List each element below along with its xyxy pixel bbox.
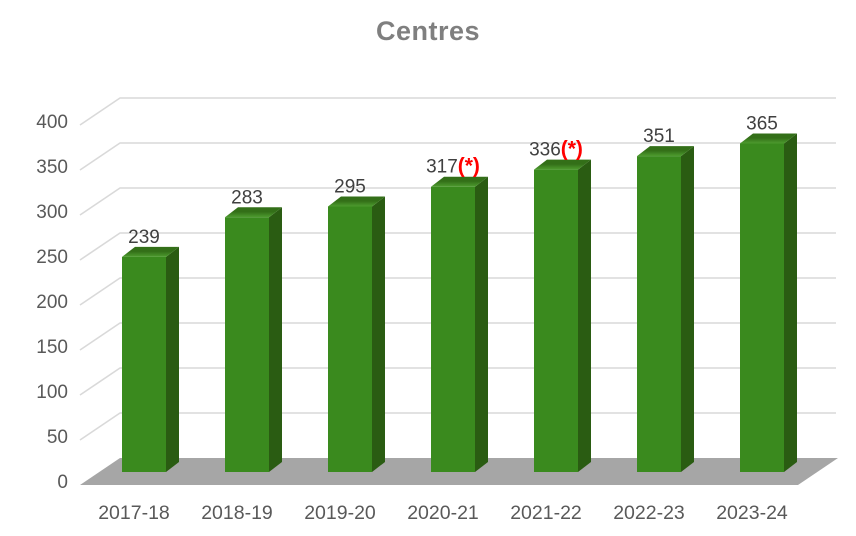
bar-2019-20 [328,196,385,472]
y-axis-label: 400 [36,112,68,133]
bar-front-face [637,156,681,472]
y-axis-label: 0 [57,472,68,493]
x-axis-label: 2019-20 [304,502,376,524]
bar-front-face [534,169,578,472]
bar-front-face [328,206,372,472]
value-label-number: 283 [231,187,263,208]
gridline [79,412,836,441]
bar-top-face [637,146,694,157]
gridline [79,232,836,261]
bar-top-face [225,207,282,218]
y-axis-label: 300 [36,202,68,223]
value-label-number: 365 [746,114,778,135]
bar-front-face [122,256,166,472]
bar-side-face [166,246,179,472]
bar-2023-24 [740,133,797,472]
y-axis-label: 250 [36,247,68,268]
y-axis-label: 150 [36,337,68,358]
gridline [79,187,836,216]
x-axis-label: 2023-24 [716,502,788,524]
y-axis-label: 200 [36,292,68,313]
bar-top-face [328,196,385,207]
value-label-number: 351 [643,126,675,147]
bar-2020-21 [431,176,488,472]
bar-side-face [578,159,591,472]
gridline [79,322,836,351]
bar-side-face [372,196,385,472]
value-label: 336(*) [529,138,583,161]
value-label: 295 [334,177,366,198]
bar-side-face [269,207,282,473]
bar-top-face [431,176,488,187]
bar-top-face [534,159,591,170]
x-axis-label: 2022-23 [613,502,685,524]
bar-side-face [475,176,488,472]
value-label: 365 [746,114,778,135]
bar-2018-19 [225,207,282,473]
gridline [79,142,836,171]
value-label: 351 [643,126,675,147]
value-label: 317(*) [426,155,480,178]
x-axis-label: 2021-22 [510,502,582,524]
y-axis-label: 100 [36,382,68,403]
x-axis-label: 2020-21 [407,502,479,524]
value-label-number: 295 [334,177,366,198]
bar-2021-22 [534,159,591,472]
bar-front-face [225,217,269,472]
bar-2022-23 [637,146,694,472]
gridline [79,97,836,126]
y-axis-label: 50 [47,427,68,448]
x-axis-label: 2018-19 [201,502,273,524]
value-label-flag: (*) [458,155,480,178]
gridline [79,277,836,306]
bar-side-face [784,133,797,472]
bar-front-face [431,186,475,472]
bar-front-face [740,143,784,472]
value-label-number: 336 [529,140,561,161]
value-label-number: 317 [426,157,458,178]
value-label-flag: (*) [561,138,583,161]
bar-top-face [122,246,179,257]
y-axis-label: 350 [36,157,68,178]
bar-side-face [681,146,694,472]
chart-title: Centres [375,16,481,46]
value-label: 283 [231,187,263,208]
bar-top-face [740,133,797,144]
x-axis-label: 2017-18 [98,502,170,524]
gridline [79,367,836,396]
value-label-number: 239 [128,227,160,248]
value-label: 239 [128,227,160,248]
bar-2017-18 [122,246,179,472]
